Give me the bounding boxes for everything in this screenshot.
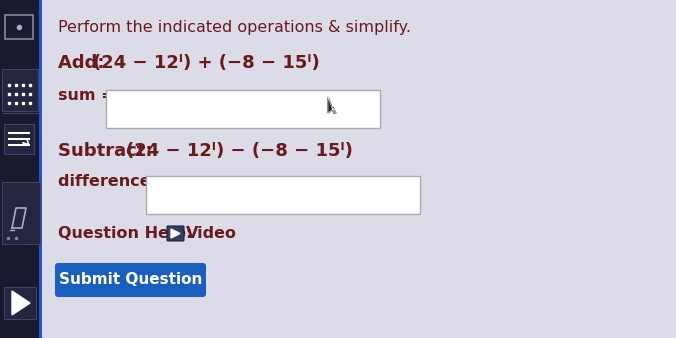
Text: difference =: difference =: [58, 174, 170, 189]
Polygon shape: [12, 291, 30, 315]
Text: Perform the indicated operations & simplify.: Perform the indicated operations & simpl…: [58, 20, 411, 35]
Text: (24 − 12ᴵ) + (−8 − 15ᴵ): (24 − 12ᴵ) + (−8 − 15ᴵ): [93, 54, 320, 72]
Text: (24 − 12ᴵ) − (−8 − 15ᴵ): (24 − 12ᴵ) − (−8 − 15ᴵ): [126, 142, 353, 160]
Text: Question Help:: Question Help:: [58, 226, 198, 241]
FancyBboxPatch shape: [55, 263, 206, 297]
Text: Video: Video: [186, 226, 237, 241]
FancyBboxPatch shape: [167, 226, 184, 241]
Polygon shape: [171, 229, 180, 238]
FancyBboxPatch shape: [4, 287, 36, 319]
FancyBboxPatch shape: [146, 176, 420, 214]
FancyBboxPatch shape: [106, 90, 380, 128]
Text: Subtract:: Subtract:: [58, 142, 159, 160]
FancyBboxPatch shape: [2, 69, 38, 111]
FancyBboxPatch shape: [4, 124, 34, 154]
Text: sum =: sum =: [58, 88, 115, 103]
Text: Add:: Add:: [58, 54, 111, 72]
Text: Submit Question: Submit Question: [59, 272, 202, 288]
Polygon shape: [328, 97, 336, 113]
FancyBboxPatch shape: [0, 0, 42, 338]
FancyBboxPatch shape: [2, 182, 40, 244]
FancyBboxPatch shape: [39, 0, 42, 338]
